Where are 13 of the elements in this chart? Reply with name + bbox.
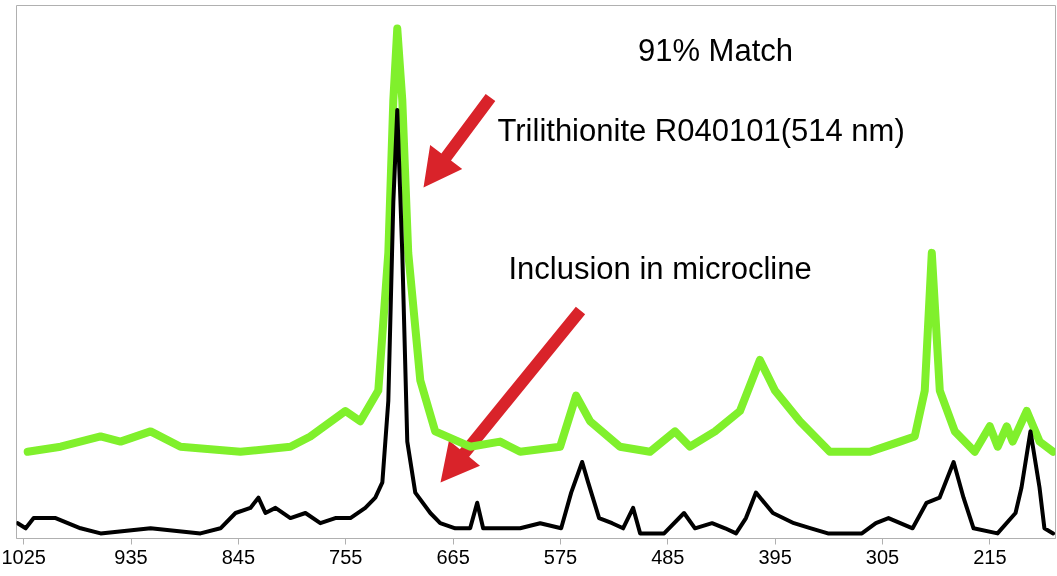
x-tick-label: 665 <box>436 545 470 568</box>
x-tick-label: 485 <box>651 545 685 568</box>
annotation: Trilithionite R040101(514 nm) <box>497 113 905 148</box>
x-tick-label: 755 <box>329 545 363 568</box>
x-tick-label: 845 <box>221 545 256 568</box>
x-tick-label: 1025 <box>1 545 46 568</box>
x-tick-label: 395 <box>758 545 792 568</box>
x-tick-label: 935 <box>114 545 148 568</box>
x-tick-label: 305 <box>865 545 900 568</box>
annotation: Inclusion in microcline <box>508 251 812 286</box>
annotation: 91% Match <box>637 33 794 68</box>
x-tick-label: 215 <box>973 545 1007 568</box>
x-tick-label: 575 <box>543 545 578 568</box>
